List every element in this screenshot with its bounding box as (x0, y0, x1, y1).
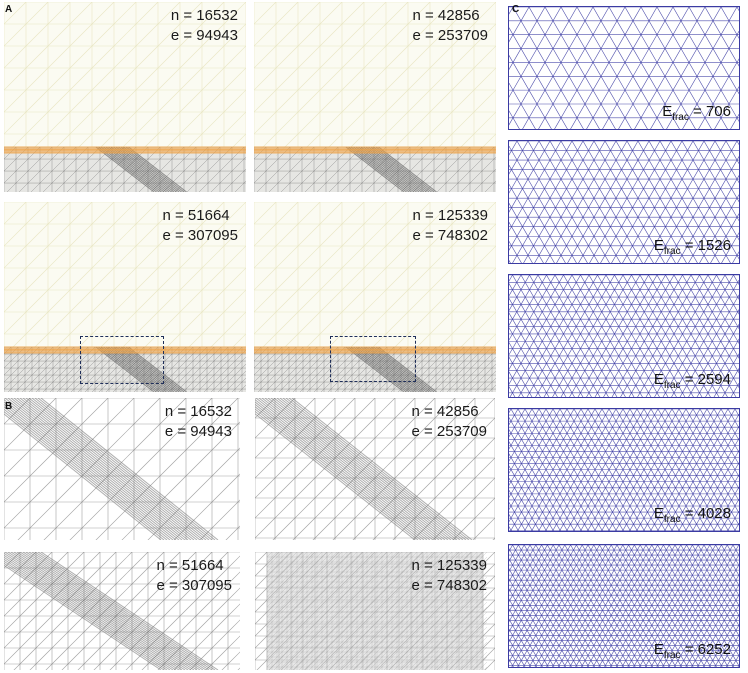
mesh-stats: n = 42856 e = 253709 (413, 6, 489, 46)
panel-label-c: C (512, 4, 520, 15)
element-count: e = 748302 (411, 577, 488, 594)
node-count: n = 42856 (411, 403, 479, 420)
panel-b-tile-3: n = 51664 e = 307095 (4, 552, 240, 670)
node-count: n = 51664 (162, 207, 230, 224)
node-count: n = 51664 (156, 557, 224, 574)
element-count: e = 307095 (156, 577, 233, 594)
panel-c-tile-2: Efrac = 1526 (508, 140, 740, 264)
node-count: n = 16532 (170, 7, 238, 24)
panel-a-tile-2: n = 42856 e = 253709 (254, 2, 496, 198)
panel-label-a: A (5, 4, 13, 15)
fracture-energy-label: Efrac = 1526 (653, 237, 731, 257)
element-count: e = 748302 (412, 227, 489, 244)
mesh-stats: n = 51664 e = 307095 (163, 206, 239, 246)
zoom-region-box (80, 336, 164, 384)
node-count: n = 125339 (411, 557, 488, 574)
element-count: e = 94943 (164, 423, 232, 440)
panel-b-tile-1: n = 16532 e = 94943 (4, 398, 240, 540)
mesh-stats: n = 16532 e = 94943 (165, 402, 232, 442)
mesh-stats: n = 125339 e = 748302 (412, 556, 488, 596)
panel-c-tile-3: Efrac = 2594 (508, 274, 740, 398)
fracture-energy-label: Efrac = 6252 (653, 641, 731, 661)
panel-b-tile-2: n = 42856 e = 253709 (255, 398, 495, 540)
panel-a-tile-4: n = 125339 e = 748302 (254, 202, 496, 398)
fracture-energy-label: Efrac = 2594 (653, 371, 731, 391)
panel-c-tile-5: Efrac = 6252 (508, 544, 740, 668)
panel-a-tile-3: n = 51664 e = 307095 (4, 202, 246, 398)
panel-a-tile-1: n = 16532 e = 94943 (4, 2, 246, 198)
node-count: n = 16532 (164, 403, 232, 420)
element-count: e = 94943 (170, 27, 238, 44)
panel-c-tile-4: Efrac = 4028 (508, 408, 740, 532)
element-count: e = 307095 (162, 227, 239, 244)
panel-c-tile-1: Efrac = 706 (508, 6, 740, 130)
element-count: e = 253709 (412, 27, 489, 44)
fracture-energy-label: Efrac = 706 (662, 103, 731, 123)
mesh-stats: n = 42856 e = 253709 (412, 402, 488, 442)
mesh-stats: n = 51664 e = 307095 (157, 556, 233, 596)
fracture-energy-label: Efrac = 4028 (653, 505, 731, 525)
mesh-stats: n = 16532 e = 94943 (171, 6, 238, 46)
panel-label-b: B (5, 401, 13, 412)
mesh-stats: n = 125339 e = 748302 (413, 206, 489, 246)
element-count: e = 253709 (411, 423, 488, 440)
node-count: n = 125339 (412, 207, 489, 224)
node-count: n = 42856 (412, 7, 480, 24)
zoom-region-box (330, 336, 416, 382)
panel-b-tile-4: n = 125339 e = 748302 (255, 552, 495, 670)
